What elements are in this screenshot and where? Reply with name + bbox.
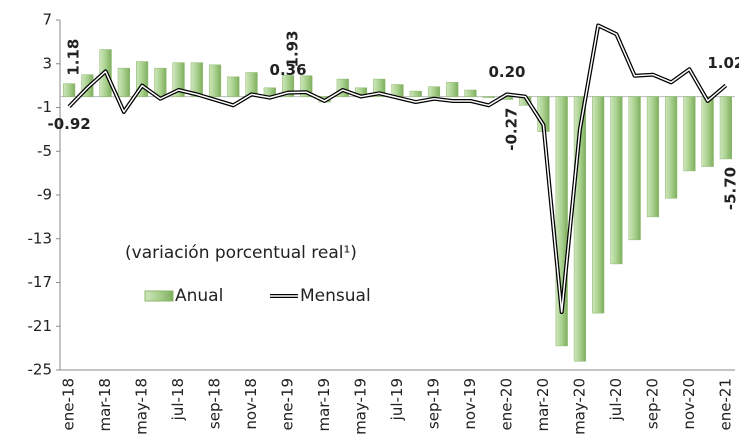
bar: [281, 75, 295, 97]
bar: [665, 96, 678, 199]
bar-value-label: 1.93: [284, 30, 302, 67]
line-value-label: 0.36: [270, 61, 307, 79]
bar: [117, 67, 130, 97]
bar-value-label: 1.18: [65, 39, 83, 76]
bar: [336, 78, 349, 97]
x-tick-label: may-20: [570, 378, 588, 435]
line-outer: [67, 23, 728, 315]
bar: [136, 61, 149, 97]
x-tick-label: ene-18: [60, 378, 78, 430]
bar: [63, 83, 76, 97]
y-tick-label: -13: [28, 229, 53, 247]
x-tick-label: jul-19: [388, 378, 406, 421]
bar: [719, 96, 732, 160]
bar: [646, 96, 659, 218]
bar: [628, 96, 641, 241]
x-tick-label: mar-19: [315, 378, 333, 432]
legend-label: Mensual: [300, 286, 371, 306]
x-tick-label: sep-19: [424, 378, 442, 429]
bar: [573, 96, 587, 362]
bar-value-label: -0.27: [502, 108, 520, 151]
bar: [409, 90, 422, 97]
bar: [227, 76, 240, 97]
y-tick-label: -17: [28, 273, 53, 291]
y-tick-label: -9: [37, 186, 52, 204]
legend-label: Anual: [175, 286, 223, 306]
y-tick-label: -1: [37, 98, 52, 116]
x-tick-label: may-18: [133, 378, 151, 435]
x-tick-label: may-19: [352, 378, 370, 435]
x-tick-label: sep-18: [206, 378, 224, 429]
x-tick-label: ene-20: [497, 378, 515, 430]
line-value-label: 0.20: [488, 63, 525, 81]
x-tick-label: nov-20: [680, 378, 698, 430]
x-tick-label: mar-18: [96, 378, 114, 432]
annotation: (variación porcentual real¹): [125, 243, 357, 263]
bar: [610, 96, 623, 265]
y-tick-label: 3: [42, 54, 52, 72]
x-tick-label: jul-18: [169, 378, 187, 421]
bar: [592, 96, 605, 314]
legend-swatch: [144, 290, 174, 302]
bar: [683, 96, 696, 172]
x-tick-label: jul-20: [607, 378, 625, 421]
bar: [172, 62, 185, 97]
bar: [190, 62, 203, 97]
x-tick-label: sep-20: [643, 378, 661, 429]
bar-value-label: -5.70: [721, 167, 739, 210]
bar: [555, 96, 568, 347]
x-tick-label: mar-20: [534, 378, 552, 432]
bar: [300, 75, 313, 97]
line-inner: [68, 24, 727, 313]
bar: [482, 96, 495, 98]
line-value-label: -0.92: [47, 115, 90, 133]
bar: [154, 67, 167, 97]
y-tick-label: -21: [28, 317, 53, 335]
x-tick-label: ene-21: [716, 378, 734, 430]
bar: [446, 82, 459, 97]
x-tick-label: nov-19: [461, 378, 479, 430]
y-tick-label: -25: [28, 361, 53, 379]
bar: [427, 86, 441, 97]
y-tick-label: -5: [37, 142, 52, 160]
y-tick-label: 7: [42, 11, 52, 29]
line-value-label: 1.02: [707, 54, 739, 72]
bar: [208, 64, 222, 97]
x-tick-label: ene-19: [279, 378, 297, 430]
bar: [701, 96, 714, 167]
bar: [464, 89, 477, 97]
x-tick-label: nov-18: [242, 378, 260, 430]
bar: [373, 78, 386, 97]
